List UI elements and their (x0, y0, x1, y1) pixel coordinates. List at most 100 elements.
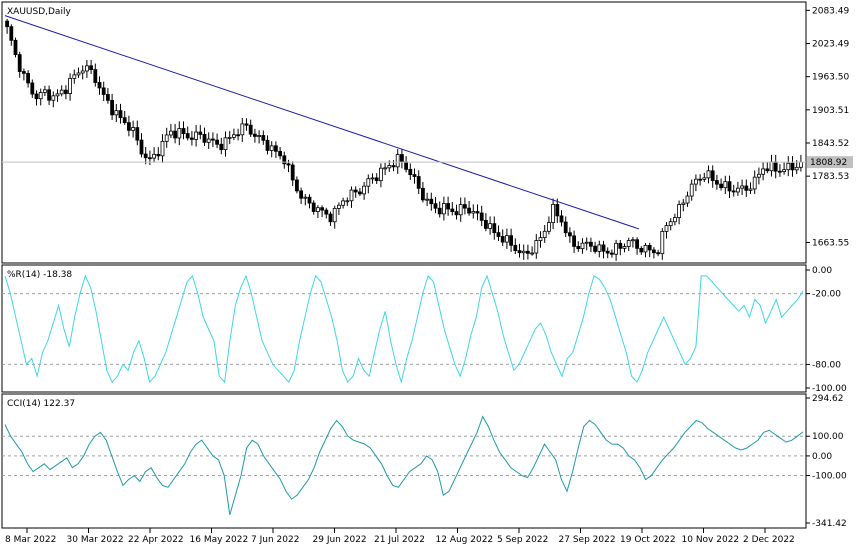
candle-body (719, 183, 723, 189)
candle-body (727, 181, 732, 192)
x-tick-label: 19 Oct 2022 (620, 535, 676, 545)
candle-body (673, 217, 677, 223)
candle-body (702, 177, 707, 180)
candle-body (85, 65, 89, 72)
candle-body (261, 135, 266, 141)
candle-body (252, 133, 257, 137)
candle-body (320, 207, 325, 211)
candle-body (286, 163, 291, 166)
price-panel (1, 1, 807, 264)
candle-body (610, 252, 614, 255)
candle-body (34, 93, 39, 100)
candle-body (345, 200, 350, 203)
candle-body (387, 165, 392, 169)
williams-r-y-tick-label: -80.00 (812, 360, 841, 370)
candle-body (601, 244, 606, 252)
candle-body (47, 89, 51, 101)
candle-body (408, 168, 413, 176)
williams-r-layer (2, 274, 806, 385)
candle-body (492, 223, 497, 234)
candle-body (248, 124, 253, 135)
candle-body (76, 72, 81, 76)
candle-body (399, 154, 404, 163)
candle-body (21, 71, 26, 74)
candle-body (160, 140, 165, 157)
candle-body (328, 213, 333, 223)
candle-body (656, 252, 660, 255)
candle-body (236, 134, 241, 137)
candle-body (748, 188, 753, 191)
candle-body (143, 153, 148, 159)
x-tick-label: 2 Dec 2022 (743, 535, 795, 545)
candle-body (51, 95, 56, 101)
candle-body (370, 177, 375, 180)
price-chart-title: XAUUSD,Daily (7, 7, 71, 17)
x-tick-label: 29 Jun 2022 (313, 535, 367, 545)
candle-body (631, 239, 635, 242)
candle-body (479, 212, 484, 221)
candle-body (122, 117, 127, 124)
candle-body (639, 247, 644, 253)
candle-body (559, 215, 564, 223)
candle-body (568, 232, 572, 237)
x-tick-label: 10 Nov 2022 (682, 535, 740, 545)
price-y-tick-label: 1843.52 (812, 139, 849, 149)
trendline (4, 15, 640, 230)
candle-body (668, 221, 673, 227)
candle-body (290, 164, 295, 181)
candle-body (694, 178, 698, 185)
candle-body (555, 204, 560, 217)
candle-body (156, 153, 161, 157)
candle-body (227, 136, 232, 139)
price-y-tick-label: 2083.49 (812, 6, 849, 16)
candle-body (152, 153, 157, 159)
candle-body (198, 131, 203, 135)
candle-body (278, 150, 283, 157)
candle-body (206, 138, 211, 143)
candle-body (395, 154, 400, 168)
candle-body (127, 122, 131, 131)
candle-body (723, 181, 728, 189)
candle-body (685, 195, 690, 204)
candle-body (589, 241, 593, 247)
candle-body (584, 241, 589, 244)
candle-body (652, 249, 656, 254)
cci-title: CCI(14) 122.37 (7, 399, 75, 409)
candle-body (55, 93, 60, 97)
candle-body (101, 87, 106, 95)
candle-body (731, 190, 736, 193)
cci-panel (1, 393, 807, 529)
candle-body (68, 78, 72, 94)
candle-body (412, 174, 417, 177)
candle-body (580, 242, 585, 250)
candle-body (194, 131, 199, 140)
candle-body (757, 173, 761, 178)
candle-body (446, 203, 451, 210)
candle-body (488, 223, 493, 229)
candle-body (9, 26, 14, 41)
price-y-tick-label: 1903.51 (812, 106, 849, 116)
candle-body (269, 145, 274, 151)
candle-body (257, 135, 262, 137)
candle-body (349, 189, 354, 202)
candle-body (471, 211, 476, 214)
candle-body (97, 82, 102, 89)
candle-body (614, 242, 618, 255)
candle-body (698, 178, 702, 181)
candle-body (538, 237, 543, 241)
candle-body (383, 167, 388, 170)
candle-body (521, 250, 526, 254)
candle-body (30, 82, 35, 95)
candle-body (404, 161, 409, 170)
candle-body (437, 207, 442, 215)
candle-body (168, 130, 173, 136)
cci-y-tick-label: 0.00 (812, 452, 832, 462)
candle-body (769, 161, 774, 172)
candle-body (593, 245, 597, 252)
cci-y-tick-label: -341.42 (812, 519, 847, 529)
candle-body (786, 162, 791, 171)
candle-body (420, 187, 425, 201)
candle-body (135, 127, 140, 141)
candle-body (530, 252, 534, 255)
candle-body (572, 235, 576, 247)
